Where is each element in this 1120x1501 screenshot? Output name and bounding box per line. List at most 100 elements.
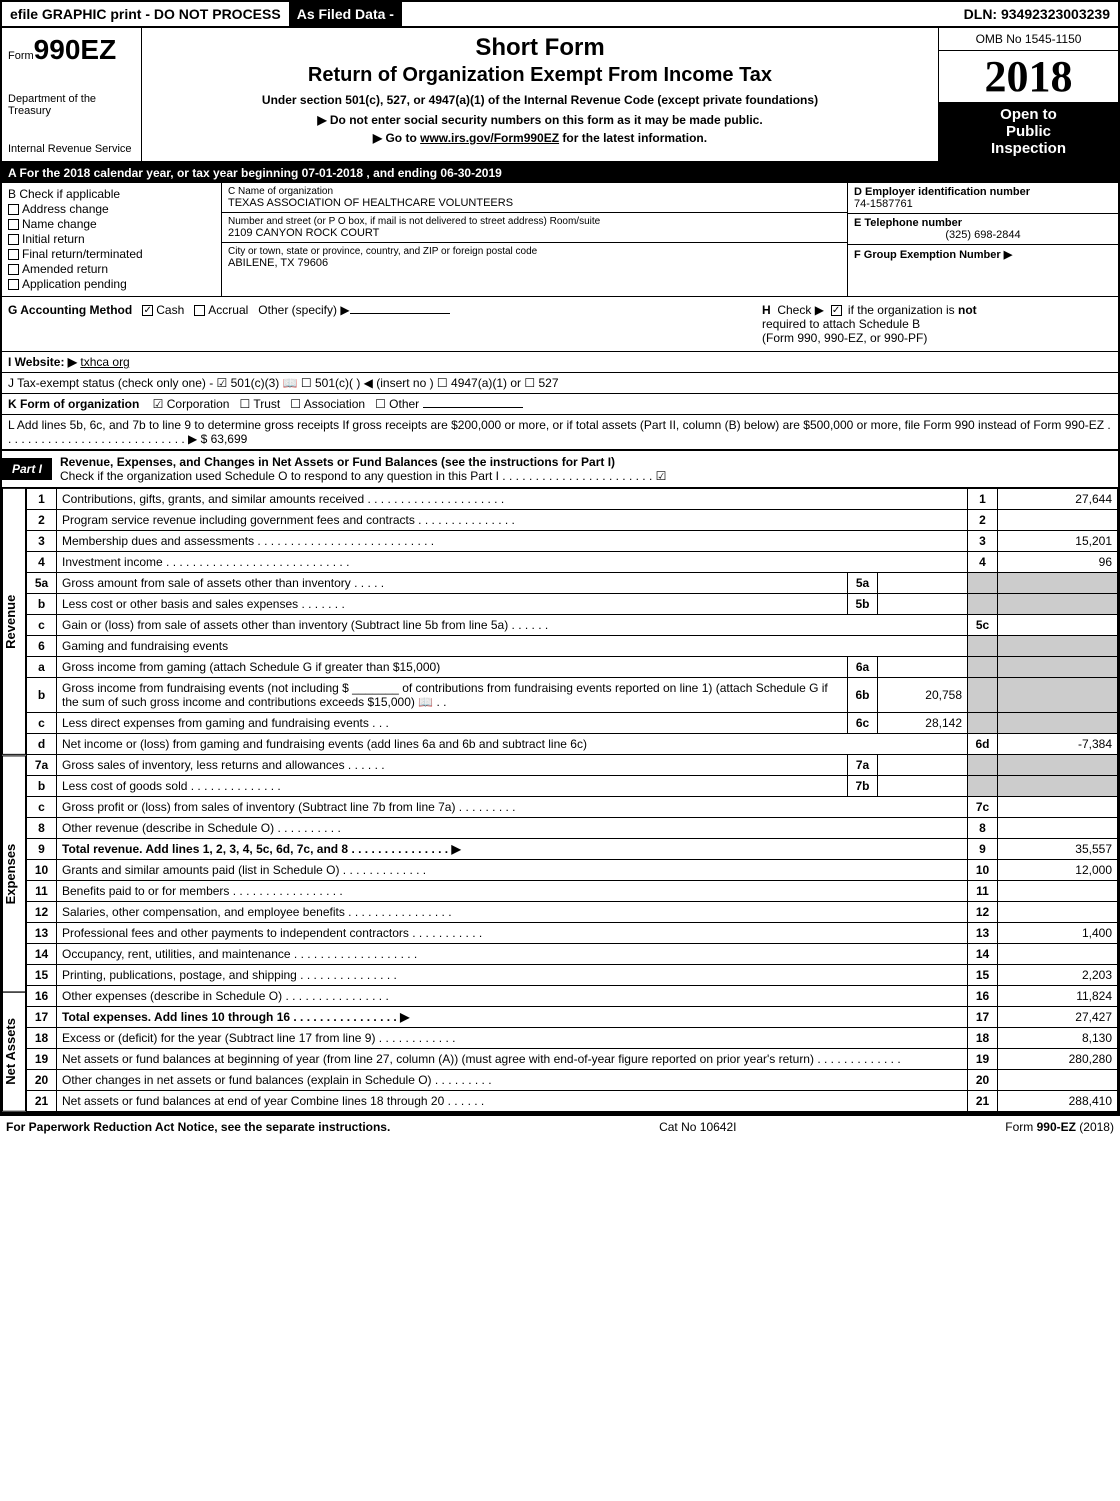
line-ref: 10 <box>968 860 998 881</box>
org-city-value: ABILENE, TX 79606 <box>228 257 841 269</box>
line-number: 20 <box>27 1070 57 1091</box>
line-number: 14 <box>27 944 57 965</box>
line-amount: 288,410 <box>998 1091 1118 1112</box>
inspection-line3: Inspection <box>943 140 1114 157</box>
line-number: 4 <box>27 552 57 573</box>
line-description: Net assets or fund balances at beginning… <box>57 1049 968 1070</box>
arrow-note-2: ▶ Go to www.irs.gov/Form990EZ for the la… <box>150 131 930 145</box>
line-amount <box>998 902 1118 923</box>
inspection-line1: Open to <box>943 106 1114 123</box>
subline-value <box>878 776 968 797</box>
section-bcdef: B Check if applicable Address change Nam… <box>2 183 1118 297</box>
line-ref: 7c <box>968 797 998 818</box>
line-number: 18 <box>27 1028 57 1049</box>
lines-table-wrapper: Revenue Expenses Net Assets 1Contributio… <box>2 488 1118 1112</box>
chk-schedule-b[interactable]: ✓ <box>831 305 842 316</box>
line-description: Less cost of goods sold . . . . . . . . … <box>57 776 848 797</box>
line-row: bLess cost or other basis and sales expe… <box>27 594 1118 615</box>
chk-initial-return[interactable]: Initial return <box>8 232 215 246</box>
line-ref: 8 <box>968 818 998 839</box>
k-trust[interactable]: ☐ Trust <box>239 397 280 411</box>
line-amount: -7,384 <box>998 734 1118 755</box>
lines-table: 1Contributions, gifts, grants, and simil… <box>26 488 1118 1112</box>
form-number: Form990EZ <box>8 34 135 66</box>
line-ref: 13 <box>968 923 998 944</box>
column-d-ein-phone: D Employer identification number 74-1587… <box>848 183 1118 296</box>
subline-number: 6c <box>848 713 878 734</box>
subline-number: 6a <box>848 657 878 678</box>
top-bar: efile GRAPHIC print - DO NOT PROCESS As … <box>2 2 1118 28</box>
line-row: bLess cost of goods sold . . . . . . . .… <box>27 776 1118 797</box>
chk-application-pending[interactable]: Application pending <box>8 277 215 291</box>
part1-subtext: Check if the organization used Schedule … <box>60 469 666 483</box>
chk-name-change[interactable]: Name change <box>8 217 215 231</box>
line-description: Gain or (loss) from sale of assets other… <box>57 615 968 636</box>
line-number: 10 <box>27 860 57 881</box>
line-amount <box>998 510 1118 531</box>
line-ref-grey <box>968 755 998 776</box>
line-amount <box>998 1070 1118 1091</box>
line-number: 17 <box>27 1007 57 1028</box>
line-amount: 12,000 <box>998 860 1118 881</box>
line-row: 7aGross sales of inventory, less returns… <box>27 755 1118 776</box>
line-description: Occupancy, rent, utilities, and maintena… <box>57 944 968 965</box>
line-row: 18Excess or (deficit) for the year (Subt… <box>27 1028 1118 1049</box>
line-number: 19 <box>27 1049 57 1070</box>
k-corp[interactable]: ☑ Corporation <box>153 397 230 411</box>
line-number: 13 <box>27 923 57 944</box>
line-ref: 1 <box>968 489 998 510</box>
line-amount: 15,201 <box>998 531 1118 552</box>
line-amount-grey <box>998 678 1118 713</box>
subline-value <box>878 657 968 678</box>
k-other-line[interactable] <box>423 407 523 408</box>
column-c-org-info: C Name of organization TEXAS ASSOCIATION… <box>222 183 848 296</box>
line-description: Total revenue. Add lines 1, 2, 3, 4, 5c,… <box>57 839 968 860</box>
chk-cash[interactable]: ✓ <box>142 305 153 316</box>
line-ref: 9 <box>968 839 998 860</box>
org-street-value: 2109 CANYON ROCK COURT <box>228 227 841 239</box>
line-row: 14Occupancy, rent, utilities, and mainte… <box>27 944 1118 965</box>
chk-address-change[interactable]: Address change <box>8 202 215 216</box>
form-container: efile GRAPHIC print - DO NOT PROCESS As … <box>0 0 1120 1114</box>
as-filed-label: As Filed Data - <box>289 2 402 26</box>
line-amount-grey <box>998 573 1118 594</box>
subline-value <box>878 594 968 615</box>
line-number: 8 <box>27 818 57 839</box>
line-row: 16Other expenses (describe in Schedule O… <box>27 986 1118 1007</box>
line-row: aGross income from gaming (attach Schedu… <box>27 657 1118 678</box>
website-value[interactable]: txhca org <box>80 355 129 369</box>
line-ref-grey <box>968 594 998 615</box>
form-title: Return of Organization Exempt From Incom… <box>150 64 930 87</box>
line-number: b <box>27 594 57 615</box>
k-assoc[interactable]: ☐ Association <box>290 397 365 411</box>
line-ref: 11 <box>968 881 998 902</box>
chk-accrual[interactable] <box>194 305 205 316</box>
subline-value <box>878 573 968 594</box>
line-amount: 11,824 <box>998 986 1118 1007</box>
inspection-line2: Public <box>943 123 1114 140</box>
org-name-label: C Name of organization <box>228 186 841 197</box>
line-row: cLess direct expenses from gaming and fu… <box>27 713 1118 734</box>
part1-title: Revenue, Expenses, and Changes in Net As… <box>52 451 1118 487</box>
form-number-value: 990EZ <box>34 34 117 65</box>
phone-label: E Telephone number <box>854 217 1112 229</box>
line-description: Printing, publications, postage, and shi… <box>57 965 968 986</box>
subline-number: 6b <box>848 678 878 713</box>
irs-link[interactable]: www.irs.gov/Form990EZ <box>420 131 559 145</box>
chk-amended-return[interactable]: Amended return <box>8 262 215 276</box>
line-description: Other expenses (describe in Schedule O) … <box>57 986 968 1007</box>
sidelabel-expenses: Expenses <box>2 755 26 992</box>
k-other[interactable]: ☐ Other <box>375 397 419 411</box>
sidelabel-netassets: Net Assets <box>2 992 26 1112</box>
column-b-checkboxes: B Check if applicable Address change Nam… <box>2 183 222 296</box>
chk-final-return[interactable]: Final return/terminated <box>8 247 215 261</box>
line-description: Gross profit or (loss) from sales of inv… <box>57 797 968 818</box>
dept-treasury: Department of the Treasury <box>8 93 135 117</box>
subline-number: 5a <box>848 573 878 594</box>
line-description: Gross sales of inventory, less returns a… <box>57 755 848 776</box>
phone-value: (325) 698-2844 <box>854 229 1112 241</box>
line-number: 21 <box>27 1091 57 1112</box>
other-specify-line[interactable] <box>350 313 450 314</box>
row-i-website: I Website: ▶ txhca org <box>2 352 1118 373</box>
website-label: I Website: ▶ <box>8 355 77 369</box>
